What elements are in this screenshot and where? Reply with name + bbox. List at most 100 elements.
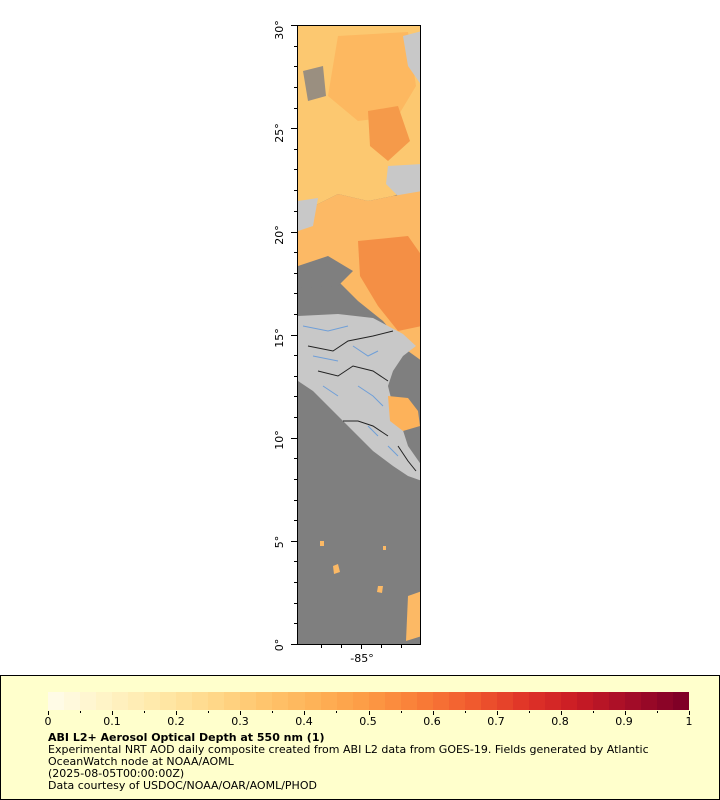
lat-tick (291, 25, 297, 26)
lat-minor-tick (294, 623, 297, 625)
colorbar-swatch (256, 692, 273, 710)
colorbar-tick (400, 711, 402, 713)
lat-tick (291, 335, 297, 336)
colorbar-tick (432, 711, 434, 715)
colorbar-tick (48, 711, 49, 715)
colorbar-swatch (128, 692, 145, 710)
map-panel (297, 25, 421, 645)
colorbar-tick (336, 711, 338, 713)
colorbar-tick (368, 711, 370, 715)
lat-label-20: 20° (273, 225, 286, 245)
lon-label-85: -85° (350, 652, 374, 665)
colorbar-tick (144, 711, 146, 713)
aod-patch-south (406, 591, 420, 641)
lat-minor-tick (294, 582, 297, 584)
lat-tick (291, 128, 297, 129)
aod-specks (320, 541, 386, 593)
colorbar-label: 0.7 (487, 715, 505, 728)
lat-minor-tick (294, 458, 297, 460)
colorbar-swatch (144, 692, 161, 710)
colorbar-tick (656, 711, 658, 713)
colorbar-swatch (192, 692, 209, 710)
lat-minor-tick (294, 45, 297, 47)
lon-minor-tick (381, 645, 382, 648)
lat-minor-tick (294, 169, 297, 171)
aod-field-north-patch (328, 32, 416, 121)
colorbar-tick (592, 711, 594, 713)
lat-minor-tick (294, 251, 297, 253)
colorbar-swatch (96, 692, 113, 710)
colorbar-label: 1 (685, 715, 693, 728)
colorbar-swatch (240, 692, 257, 710)
lat-minor-tick (294, 375, 297, 377)
aod-patch-se (388, 396, 420, 431)
colorbar-tick (176, 711, 178, 715)
colorbar-label: 0.3 (231, 715, 249, 728)
colorbar-swatch (64, 692, 81, 710)
colorbar-swatch (208, 692, 225, 710)
colorbar-swatch (673, 692, 690, 710)
colorbar-tick (272, 711, 274, 713)
lat-label-5: 5° (273, 535, 286, 549)
colorbar-label: 0.4 (295, 715, 313, 728)
colorbar-tick (528, 711, 530, 713)
colorbar-swatch (561, 692, 578, 710)
legend-text: ABI L2+ Aerosol Optical Depth at 550 nm … (48, 732, 649, 792)
lat-minor-tick (294, 107, 297, 109)
legend-credit: Data courtesy of USDOC/NOAA/OAR/AOML/PHO… (48, 779, 317, 792)
lat-minor-tick (294, 272, 297, 274)
colorbar-swatch (641, 692, 658, 710)
lat-label-15: 15° (273, 328, 286, 348)
country-border (307, 330, 417, 472)
lon-minor-tick (341, 645, 342, 648)
colorbar-swatch (625, 692, 642, 710)
colorbar-swatch (288, 692, 305, 710)
colorbar-swatch (609, 692, 626, 710)
land-patch-ne (403, 31, 420, 84)
lat-minor-tick (294, 520, 297, 522)
lat-label-30: 30° (273, 20, 286, 40)
colorbar-tick (304, 711, 306, 715)
colorbar-swatch (577, 692, 594, 710)
colorbar-swatch (432, 692, 449, 710)
colorbar-swatch (160, 692, 177, 710)
lat-minor-tick (294, 478, 297, 480)
colorbar-swatch (512, 692, 529, 710)
colorbar-tick (624, 711, 626, 715)
legend-panel: 0 0.1 0.2 0.3 0.4 0.5 0.6 0.7 0.8 0.9 1 … (0, 675, 720, 800)
colorbar-swatch (593, 692, 610, 710)
lat-minor-tick (294, 499, 297, 501)
colorbar-tick (560, 711, 562, 715)
colorbar-tick (240, 711, 242, 715)
lon-tick (361, 645, 362, 649)
land-central-america (298, 314, 420, 481)
colorbar-label: 0.5 (359, 715, 377, 728)
colorbar (48, 692, 690, 710)
legend-description-cont: OceanWatch node at NOAA/AOML (48, 755, 234, 768)
colorbar-label: 0.8 (551, 715, 569, 728)
lon-minor-tick (321, 645, 322, 648)
lat-minor-tick (294, 210, 297, 212)
lat-minor-tick (294, 293, 297, 295)
colorbar-label: 0.6 (423, 715, 441, 728)
aod-hotspot-middle (358, 236, 420, 331)
colorbar-swatch (224, 692, 241, 710)
colorbar-swatch (352, 692, 369, 710)
colorbar-swatch (304, 692, 321, 710)
colorbar-label: 0.9 (615, 715, 633, 728)
lat-minor-tick (294, 313, 297, 315)
colorbar-swatch (384, 692, 401, 710)
colorbar-swatch (544, 692, 561, 710)
colorbar-swatch (272, 692, 289, 710)
colorbar-tick (208, 711, 210, 713)
colorbar-swatch (480, 692, 497, 710)
aod-map (298, 26, 420, 641)
nodata-gap-1 (303, 66, 326, 101)
lat-minor-tick (294, 355, 297, 357)
land-patch-yucatan (386, 164, 420, 201)
colorbar-swatch (80, 692, 97, 710)
lat-minor-tick (294, 561, 297, 563)
colorbar-swatch (48, 692, 65, 710)
colorbar-swatch (368, 692, 385, 710)
lat-minor-tick (294, 602, 297, 604)
